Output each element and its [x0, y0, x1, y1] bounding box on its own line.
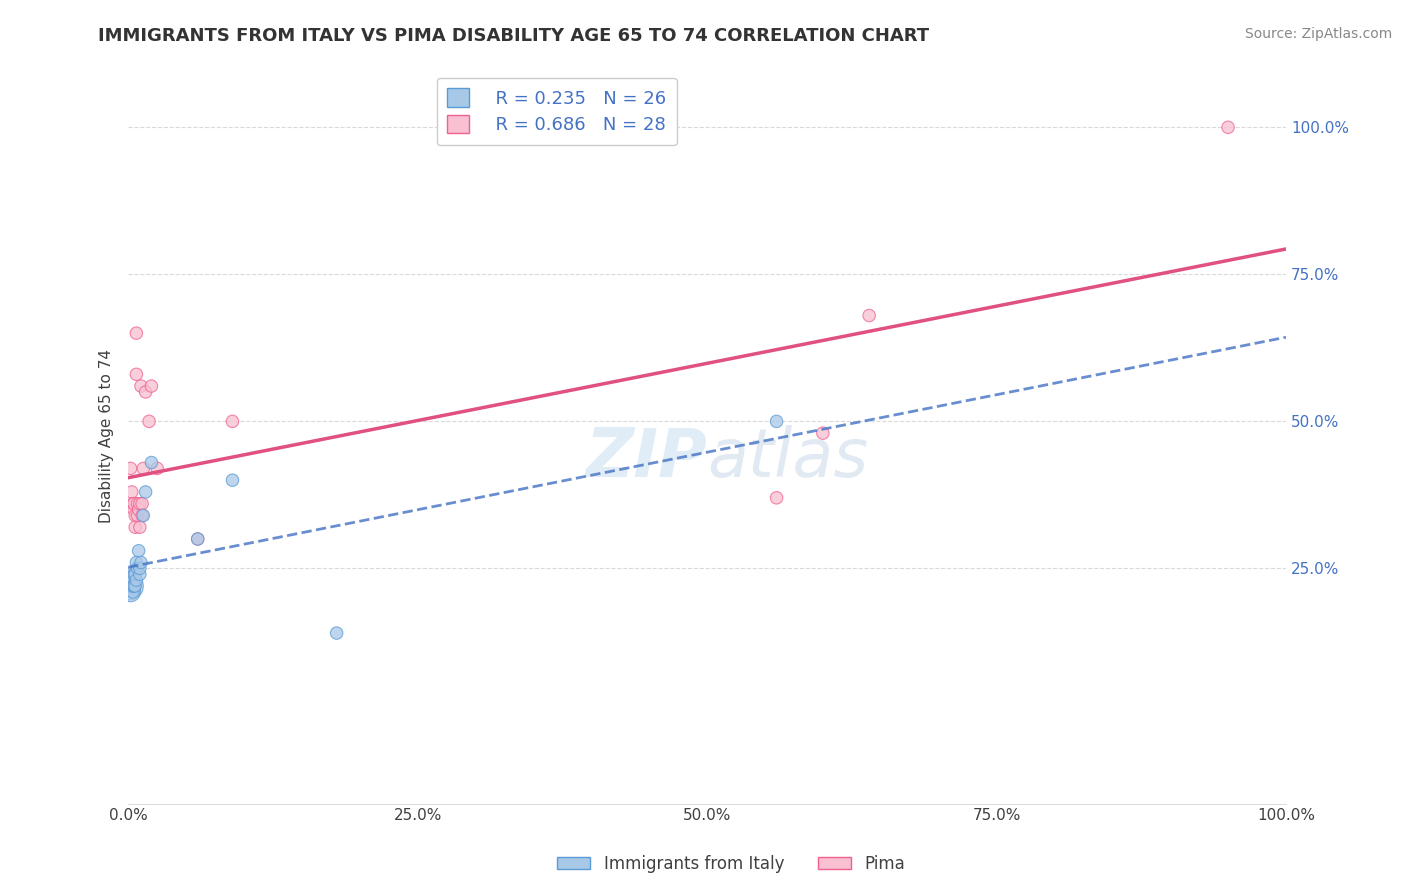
Point — [1216, 120, 1239, 135]
Point — [121, 567, 143, 582]
Point — [141, 456, 163, 470]
Point — [128, 520, 150, 534]
Point — [138, 414, 160, 428]
Point — [141, 379, 163, 393]
Point — [127, 497, 149, 511]
Point — [221, 414, 243, 428]
Point — [120, 461, 142, 475]
Point — [129, 379, 152, 393]
Point — [187, 532, 209, 546]
Y-axis label: Disability Age 65 to 74: Disability Age 65 to 74 — [100, 349, 114, 523]
Point — [128, 543, 150, 558]
Point — [120, 585, 142, 599]
Text: ZIP: ZIP — [585, 425, 707, 491]
Point — [124, 567, 146, 582]
Point — [122, 497, 145, 511]
Point — [325, 626, 347, 640]
Point — [135, 484, 157, 499]
Point — [121, 579, 143, 593]
Point — [128, 502, 150, 516]
Point — [125, 556, 148, 570]
Point — [122, 567, 145, 582]
Point — [125, 326, 148, 340]
Point — [121, 573, 143, 587]
Text: Source: ZipAtlas.com: Source: ZipAtlas.com — [1244, 27, 1392, 41]
Point — [122, 502, 145, 516]
Point — [131, 508, 153, 523]
Point — [132, 508, 155, 523]
Text: IMMIGRANTS FROM ITALY VS PIMA DISABILITY AGE 65 TO 74 CORRELATION CHART: IMMIGRANTS FROM ITALY VS PIMA DISABILITY… — [98, 27, 929, 45]
Point — [118, 579, 141, 593]
Point — [127, 561, 149, 575]
Point — [125, 368, 148, 382]
Point — [132, 461, 155, 475]
Point — [765, 491, 787, 505]
Point — [858, 309, 880, 323]
Point — [122, 497, 145, 511]
Point — [128, 497, 150, 511]
Legend: Immigrants from Italy, Pima: Immigrants from Italy, Pima — [551, 848, 911, 880]
Point — [125, 573, 148, 587]
Text: atlas: atlas — [707, 425, 869, 491]
Point — [124, 579, 146, 593]
Point — [765, 414, 787, 428]
Point — [127, 508, 149, 523]
Point — [135, 384, 157, 399]
Point — [128, 561, 150, 575]
Point — [122, 585, 145, 599]
Point — [122, 579, 145, 593]
Point — [120, 573, 142, 587]
Point — [146, 461, 169, 475]
Point — [124, 508, 146, 523]
Point — [121, 484, 143, 499]
Point — [122, 579, 145, 593]
Legend:   R = 0.235   N = 26,   R = 0.686   N = 28: R = 0.235 N = 26, R = 0.686 N = 28 — [437, 78, 676, 145]
Point — [128, 567, 150, 582]
Point — [131, 497, 153, 511]
Point — [129, 556, 152, 570]
Point — [187, 532, 209, 546]
Point — [221, 473, 243, 487]
Point — [124, 520, 146, 534]
Point — [811, 426, 834, 441]
